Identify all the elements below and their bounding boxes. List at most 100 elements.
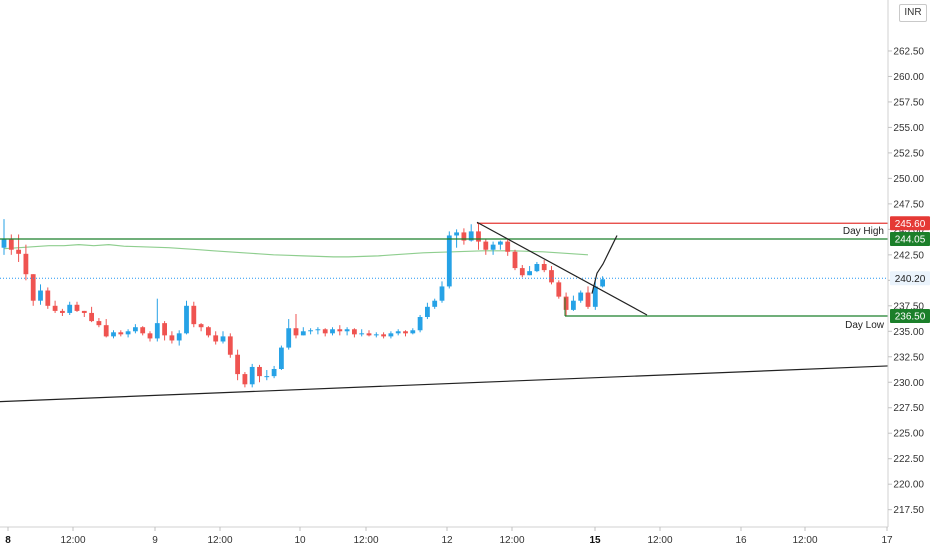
candle-body: [184, 305, 189, 334]
candle[interactable]: [425, 302, 430, 320]
candle[interactable]: [154, 298, 160, 342]
candle[interactable]: [227, 333, 233, 358]
candle[interactable]: [1, 219, 7, 255]
candle-body: [359, 333, 365, 335]
candle[interactable]: [527, 266, 532, 276]
candle[interactable]: [8, 234, 14, 255]
candle[interactable]: [279, 345, 284, 371]
price-axis[interactable]: 262.50 260.00 257.50 255.00 252.50 250.00 247.…: [887, 0, 924, 527]
candle[interactable]: [446, 231, 452, 289]
candle[interactable]: [249, 363, 255, 388]
candle[interactable]: [417, 314, 423, 333]
candle[interactable]: [96, 318, 102, 328]
candle[interactable]: [74, 301, 80, 312]
candle[interactable]: [505, 238, 511, 256]
candle[interactable]: [490, 241, 496, 255]
candle[interactable]: [534, 261, 540, 273]
candle[interactable]: [541, 259, 547, 273]
candle[interactable]: [403, 330, 408, 337]
candle[interactable]: [373, 332, 379, 338]
candle[interactable]: [103, 319, 109, 338]
candle[interactable]: [308, 328, 313, 335]
candle[interactable]: [147, 331, 153, 342]
candle[interactable]: [395, 329, 401, 336]
candle[interactable]: [52, 300, 58, 313]
candle[interactable]: [432, 298, 438, 309]
candle[interactable]: [213, 331, 219, 345]
candle[interactable]: [388, 331, 394, 339]
candle[interactable]: [359, 329, 365, 337]
candle[interactable]: [81, 310, 87, 318]
candle[interactable]: [89, 306, 94, 323]
candle[interactable]: [366, 330, 372, 337]
candle[interactable]: [118, 330, 124, 337]
candle[interactable]: [337, 325, 343, 336]
candle[interactable]: [600, 276, 605, 288]
candle[interactable]: [60, 308, 65, 316]
candle[interactable]: [235, 349, 240, 381]
candle[interactable]: [67, 301, 73, 315]
candle[interactable]: [191, 301, 197, 328]
candle-body: [286, 328, 292, 348]
candle[interactable]: [571, 295, 576, 311]
candle[interactable]: [111, 330, 116, 339]
candle[interactable]: [563, 292, 569, 316]
candle[interactable]: [483, 238, 489, 255]
candle[interactable]: [315, 327, 321, 335]
candle[interactable]: [293, 313, 299, 339]
candle-body: [468, 231, 474, 241]
candle[interactable]: [381, 332, 386, 339]
plot-area[interactable]: [1, 219, 605, 388]
y-tick-label: 250.00: [893, 174, 924, 185]
candle[interactable]: [220, 331, 226, 344]
candle[interactable]: [242, 372, 248, 388]
candle[interactable]: [30, 274, 36, 306]
candle[interactable]: [45, 287, 51, 309]
candle[interactable]: [286, 319, 292, 350]
candle-body: [410, 330, 416, 334]
candle[interactable]: [410, 328, 416, 335]
candle[interactable]: [549, 266, 554, 285]
candle[interactable]: [133, 324, 138, 334]
candle[interactable]: [23, 244, 29, 281]
candle[interactable]: [184, 300, 189, 335]
candle-body: [519, 268, 525, 276]
candle[interactable]: [257, 364, 262, 383]
candle[interactable]: [322, 328, 328, 337]
candle[interactable]: [264, 370, 270, 381]
candle[interactable]: [38, 284, 43, 305]
candle[interactable]: [556, 280, 562, 299]
candle[interactable]: [519, 265, 525, 278]
candle[interactable]: [125, 329, 131, 338]
candle[interactable]: [198, 323, 204, 332]
candle[interactable]: [476, 223, 481, 250]
drawings-layer[interactable]: Day High Day Low: [0, 221, 889, 403]
candle[interactable]: [512, 249, 518, 271]
candle[interactable]: [498, 240, 503, 250]
descending-trendline[interactable]: [476, 221, 648, 316]
candle[interactable]: [169, 331, 175, 344]
candle[interactable]: [352, 328, 357, 338]
candle[interactable]: [300, 327, 306, 336]
candle-body: [315, 329, 321, 331]
candle[interactable]: [439, 281, 445, 303]
candle[interactable]: [592, 280, 598, 310]
time-axis[interactable]: 8 12:00 9 12:00 10 12:00 12 12:00 15 12:00 16 12:00…: [0, 526, 893, 546]
projection-line[interactable]: [591, 235, 618, 294]
badge-text: 236.50: [895, 312, 926, 323]
candle[interactable]: [585, 286, 591, 309]
candle[interactable]: [578, 290, 584, 303]
candle[interactable]: [330, 327, 335, 336]
support-trendline[interactable]: [0, 365, 889, 403]
candle[interactable]: [461, 228, 467, 245]
candle[interactable]: [140, 326, 146, 336]
currency-badge[interactable]: INR: [899, 4, 927, 22]
candle[interactable]: [271, 365, 277, 379]
candle-body: [8, 239, 14, 250]
candle[interactable]: [206, 326, 211, 338]
candle[interactable]: [176, 330, 182, 346]
candle[interactable]: [344, 327, 350, 336]
candle[interactable]: [162, 321, 167, 341]
